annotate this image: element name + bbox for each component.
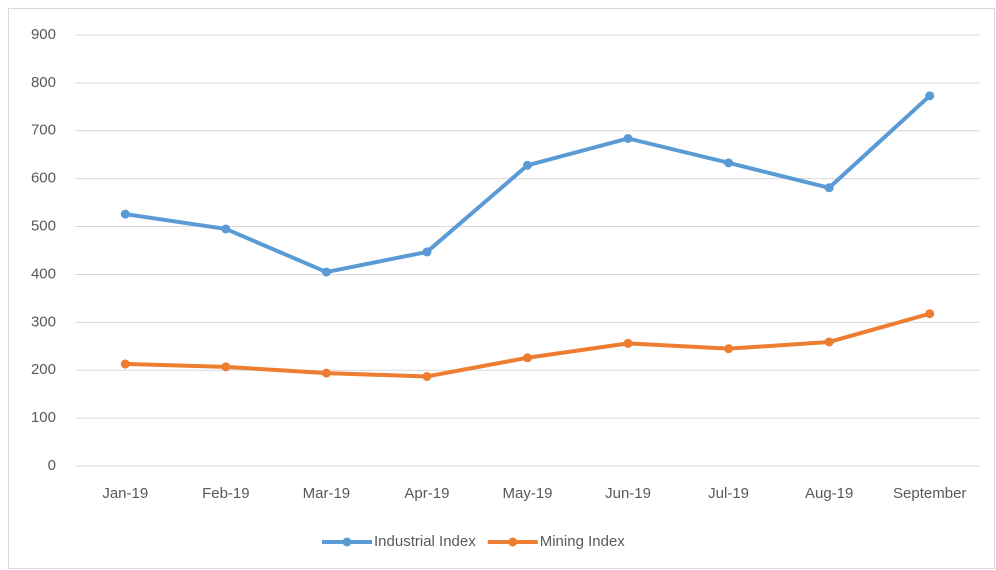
y-tick-label: 500 — [31, 218, 56, 235]
data-point — [724, 158, 734, 168]
data-point — [422, 371, 432, 381]
data-point — [120, 359, 130, 369]
legend-marker — [342, 537, 352, 547]
data-point — [523, 160, 532, 170]
data-point — [221, 362, 231, 372]
legend-marker — [508, 537, 518, 547]
y-tick-label: 200 — [31, 361, 56, 378]
data-point — [925, 91, 935, 101]
x-tick-label: Jan-19 — [102, 485, 148, 502]
y-tick-label: 800 — [31, 74, 56, 91]
legend-label: Industrial Index — [374, 533, 476, 550]
x-tick-label: May-19 — [502, 485, 552, 502]
data-point — [724, 344, 734, 354]
y-tick-label: 100 — [31, 409, 56, 426]
data-point — [824, 183, 834, 193]
x-tick-label: Mar-19 — [303, 485, 351, 502]
y-tick-label: 900 — [31, 26, 56, 43]
x-tick-label: Jun-19 — [605, 485, 651, 502]
data-point — [321, 267, 331, 277]
chart-border — [8, 8, 995, 569]
data-point — [623, 338, 633, 348]
y-tick-label: 700 — [31, 122, 56, 139]
y-tick-label: 0 — [48, 457, 56, 474]
data-point — [623, 133, 633, 143]
data-point — [422, 247, 432, 257]
data-point — [321, 368, 331, 378]
legend-label: Mining Index — [540, 533, 626, 550]
data-point — [120, 209, 130, 219]
x-tick-label: Feb-19 — [202, 485, 250, 502]
x-tick-label: Jul-19 — [708, 485, 749, 502]
x-tick-label: Apr-19 — [404, 485, 449, 502]
data-point — [824, 337, 834, 347]
data-point — [221, 224, 231, 234]
y-tick-label: 300 — [31, 313, 56, 330]
data-point — [523, 353, 532, 363]
data-point — [925, 309, 935, 319]
y-tick-label: 600 — [31, 170, 56, 187]
y-tick-label: 400 — [31, 265, 56, 282]
x-tick-label: Aug-19 — [805, 485, 853, 502]
x-tick-label: September — [893, 485, 966, 502]
